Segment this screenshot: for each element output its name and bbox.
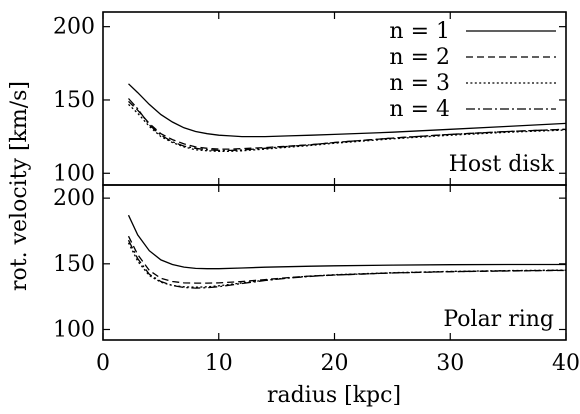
- x-tick-label: 10: [205, 351, 233, 376]
- series-line-host-n1: [128, 83, 567, 138]
- series-line-host-n3: [128, 103, 567, 152]
- series-line-polar-n2: [127, 235, 567, 284]
- panel-label-polar: Polar ring: [443, 307, 554, 332]
- series-line-polar-n3: [127, 242, 567, 288]
- legend-label-n4: n = 4: [389, 97, 450, 122]
- y-tick-label: 150: [53, 252, 95, 277]
- x-tick-label: 40: [552, 351, 580, 376]
- y-tick-label: 100: [53, 161, 95, 186]
- x-tick-label: 20: [321, 351, 349, 376]
- legend-label-n1: n = 1: [389, 19, 450, 44]
- y-tick-label: 150: [53, 88, 95, 113]
- x-tick-label: 0: [96, 351, 110, 376]
- x-axis-label: radius [kpc]: [267, 383, 401, 408]
- legend: n = 1n = 2n = 3n = 4: [389, 19, 556, 122]
- legend-label-n2: n = 2: [389, 45, 450, 70]
- legend-label-n3: n = 3: [389, 71, 450, 96]
- y-axis-label: rot. velocity [km/s]: [7, 81, 32, 291]
- y-tick-label: 200: [53, 186, 95, 211]
- panel-host: 100 150 200 Host disk: [53, 11, 567, 186]
- series-line-polar-n1: [127, 214, 566, 270]
- panel-label-host: Host disk: [449, 152, 555, 177]
- series-line-polar-n4: [127, 239, 567, 289]
- y-tick-label: 200: [53, 15, 95, 40]
- series-line-host-n2: [128, 100, 567, 150]
- x-tick-label: 30: [436, 351, 464, 376]
- series-line-host-n4: [128, 98, 567, 152]
- y-tick-label: 100: [53, 317, 95, 342]
- panel-polar: 100 150 200 Polar ring: [53, 184, 567, 342]
